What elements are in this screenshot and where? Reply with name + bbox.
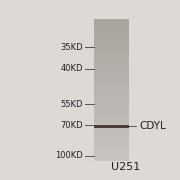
Text: 70KD: 70KD bbox=[60, 121, 83, 130]
Bar bbox=[94, 88, 129, 90]
Bar bbox=[94, 130, 129, 132]
Bar bbox=[94, 66, 129, 69]
Bar bbox=[94, 26, 129, 29]
Bar bbox=[94, 121, 129, 123]
Bar bbox=[94, 147, 129, 149]
Bar bbox=[94, 48, 129, 50]
Bar bbox=[94, 140, 129, 142]
Text: 40KD: 40KD bbox=[60, 64, 83, 73]
Bar bbox=[94, 104, 129, 107]
Bar bbox=[94, 151, 129, 154]
Bar bbox=[94, 40, 129, 43]
Bar bbox=[94, 159, 129, 161]
Bar bbox=[94, 111, 129, 114]
Bar bbox=[94, 76, 129, 78]
Bar bbox=[94, 59, 129, 62]
Bar bbox=[94, 31, 129, 33]
Bar bbox=[94, 52, 129, 55]
Bar bbox=[94, 43, 129, 45]
Bar bbox=[94, 135, 129, 137]
Bar bbox=[94, 80, 129, 83]
Bar bbox=[94, 107, 129, 109]
Bar bbox=[94, 21, 129, 24]
Bar bbox=[94, 114, 129, 116]
Bar bbox=[94, 132, 129, 135]
Bar bbox=[94, 125, 129, 128]
Bar bbox=[94, 73, 129, 76]
Bar bbox=[94, 123, 129, 125]
Bar bbox=[94, 125, 129, 128]
Bar bbox=[94, 19, 129, 21]
Bar bbox=[94, 97, 129, 100]
Bar bbox=[94, 33, 129, 36]
Bar bbox=[94, 137, 129, 140]
Bar bbox=[94, 78, 129, 80]
Bar bbox=[94, 92, 129, 95]
Bar bbox=[94, 62, 129, 64]
Bar bbox=[94, 128, 129, 130]
Bar bbox=[94, 154, 129, 156]
Bar bbox=[94, 90, 129, 92]
Bar bbox=[94, 71, 129, 73]
Bar bbox=[94, 55, 129, 57]
Bar bbox=[94, 109, 129, 111]
Bar bbox=[94, 95, 129, 97]
Bar bbox=[94, 142, 129, 144]
Text: 35KD: 35KD bbox=[60, 43, 83, 52]
Bar bbox=[94, 116, 129, 118]
Text: 55KD: 55KD bbox=[60, 100, 83, 109]
Bar bbox=[94, 83, 129, 85]
Text: CDYL: CDYL bbox=[140, 121, 166, 131]
Bar bbox=[94, 38, 129, 40]
Text: U251: U251 bbox=[111, 161, 140, 172]
Bar bbox=[94, 144, 129, 147]
Bar bbox=[94, 118, 129, 121]
Bar bbox=[94, 29, 129, 31]
Bar bbox=[94, 85, 129, 88]
Bar bbox=[94, 45, 129, 48]
Bar bbox=[94, 100, 129, 102]
Bar bbox=[94, 69, 129, 71]
Bar bbox=[94, 50, 129, 52]
Bar bbox=[94, 36, 129, 38]
Bar bbox=[94, 64, 129, 66]
Text: 100KD: 100KD bbox=[55, 151, 83, 160]
Bar bbox=[94, 57, 129, 59]
Bar bbox=[94, 156, 129, 159]
Bar bbox=[94, 24, 129, 26]
Bar bbox=[94, 102, 129, 104]
Bar bbox=[94, 149, 129, 151]
